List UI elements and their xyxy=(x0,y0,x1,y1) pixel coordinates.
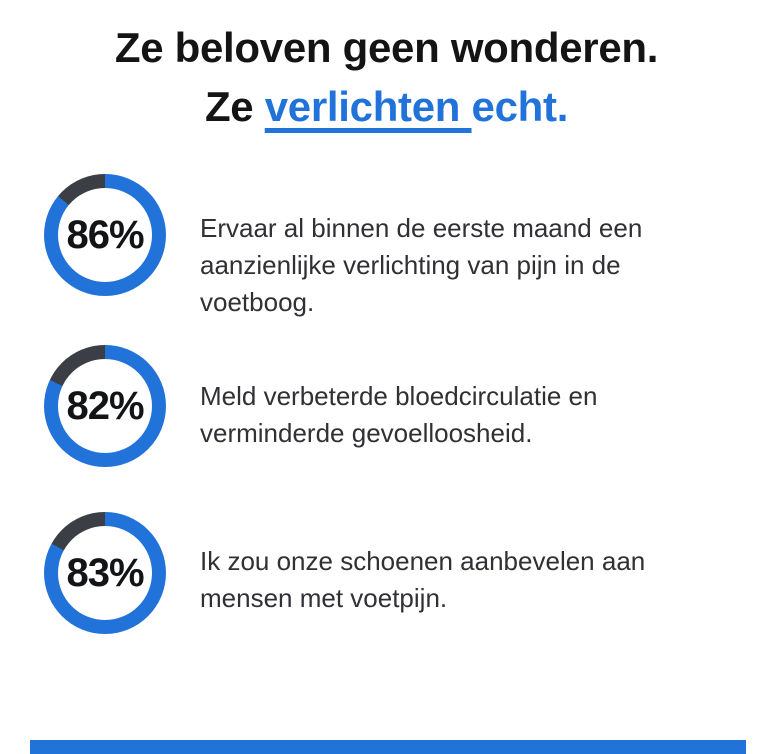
headline-highlight-link[interactable]: verlichten xyxy=(264,83,472,130)
percent-label-3: 83% xyxy=(66,550,144,595)
progress-ring-2-center: 82% xyxy=(58,359,152,453)
headline-line2-prefix: Ze xyxy=(204,83,265,130)
stat-text-3: Ik zou onze schoenen aanbevelen aan mens… xyxy=(200,546,646,613)
progress-ring-2: 82% xyxy=(44,345,166,467)
progress-ring-3: 83% xyxy=(44,512,166,634)
headline-line1: Ze beloven geen wonderen. xyxy=(114,24,659,71)
headline-line2-suffix: echt. xyxy=(471,83,569,130)
headline-line2: Ze verlichten echt. xyxy=(205,83,568,130)
percent-label-2: 82% xyxy=(66,383,144,428)
progress-ring-3-center: 83% xyxy=(58,526,152,620)
percent-label-1: 86% xyxy=(66,212,144,257)
progress-ring-1-center: 86% xyxy=(58,188,152,282)
stat-text-1: Ervaar al binnen de eerste maand een aan… xyxy=(200,213,643,317)
stat-text-2: Meld verbeterde bloedcirculatie en vermi… xyxy=(200,381,598,448)
headline: Ze beloven geen wonderen. Ze verlichten … xyxy=(0,18,773,136)
progress-ring-1: 86% xyxy=(44,174,166,296)
bottom-blue-bar[interactable] xyxy=(30,740,746,754)
